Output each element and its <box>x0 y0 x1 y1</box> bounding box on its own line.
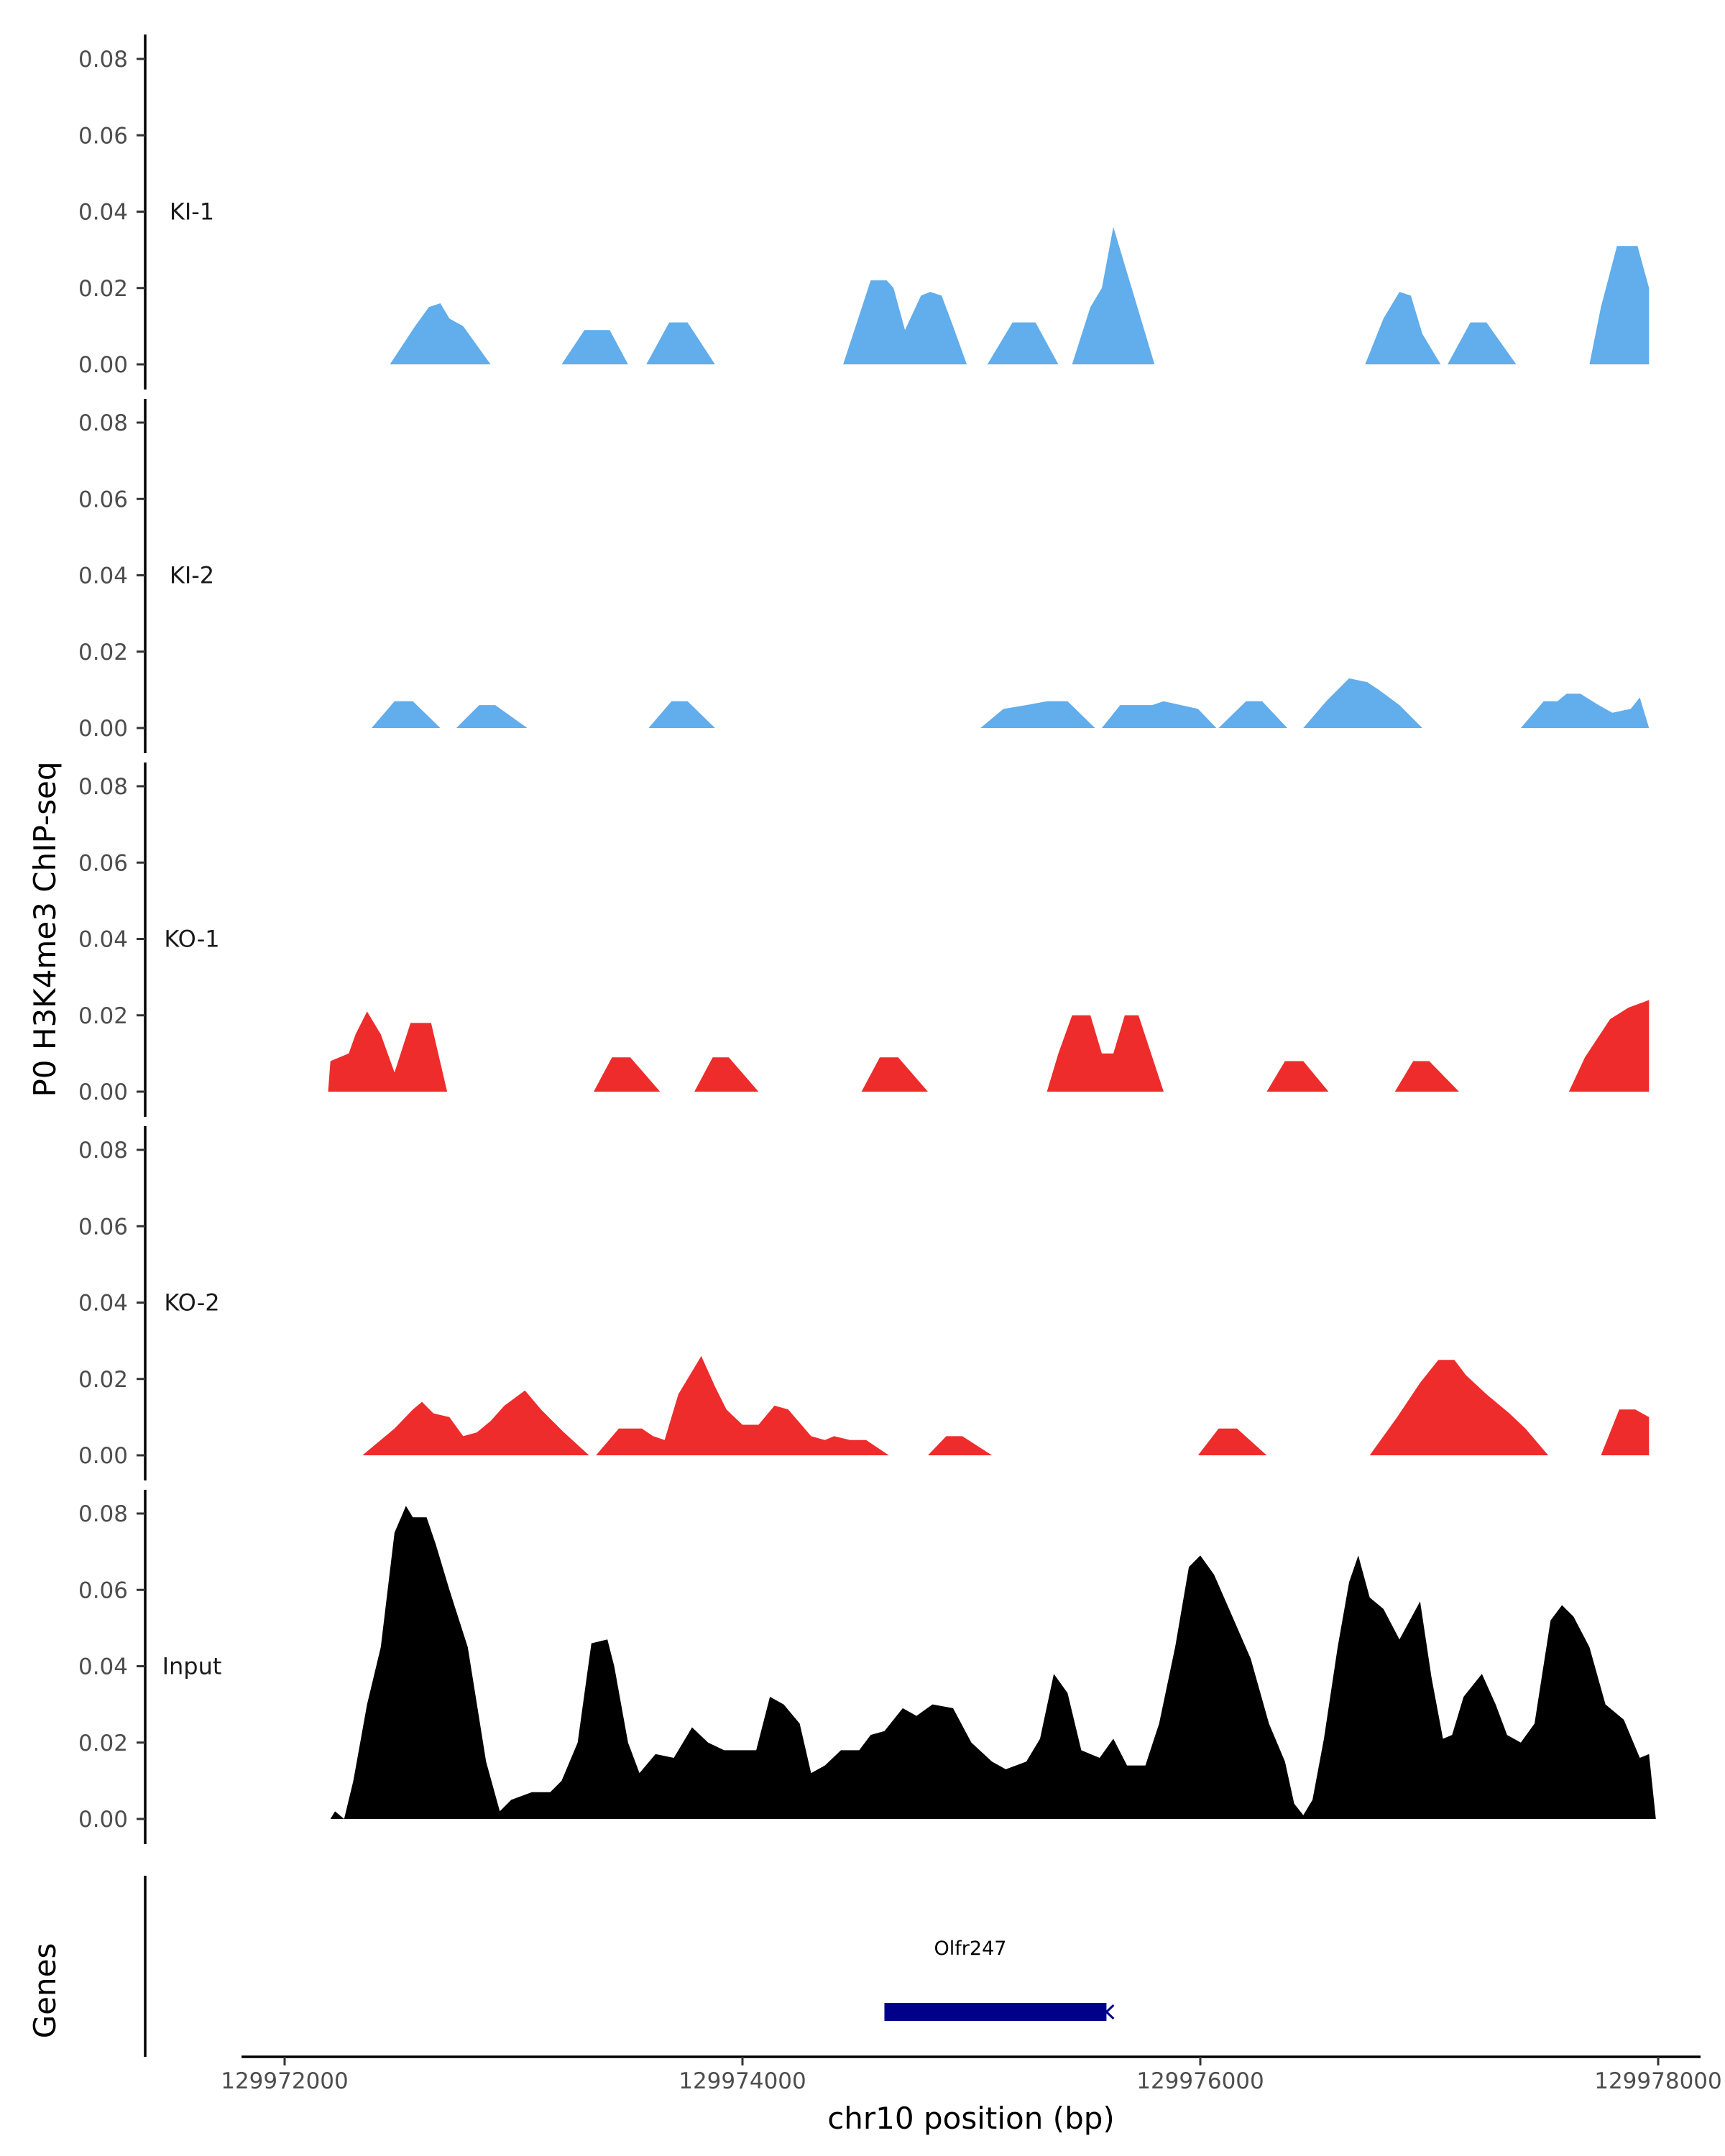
y-tick-label: 0.00 <box>78 352 128 378</box>
y-tick-label: 0.00 <box>78 1079 128 1105</box>
track-ko-1: 0.00 0.02 0.04 0.06 0.08 KO-1 <box>78 763 1650 1117</box>
y-tick-label: 0.00 <box>78 1807 128 1833</box>
y-tick-label: 0.04 <box>78 1291 128 1317</box>
track-label: KI-1 <box>170 198 214 226</box>
coverage-area-ko-1 <box>328 1000 1650 1092</box>
coverage-area-ki-2 <box>372 678 1650 728</box>
y-tick-label: 0.08 <box>78 1138 128 1164</box>
x-tick-label: 129974000 <box>678 2068 806 2094</box>
y-axis-title: P0 H3K4me3 ChIP-seq <box>27 761 63 1097</box>
y-tick-label: 0.06 <box>78 487 128 512</box>
y-tick-label: 0.06 <box>78 850 128 876</box>
x-axis-title: chr10 position (bp) <box>827 2101 1115 2136</box>
y-tick-label: 0.08 <box>78 774 128 800</box>
coverage-area-input <box>330 1506 1656 1819</box>
track-label: Input <box>162 1653 222 1680</box>
y-tick-label: 0.00 <box>78 716 128 742</box>
y-tick-label: 0.06 <box>78 123 128 149</box>
gene-strand-arrows <box>884 2004 1115 2020</box>
y-tick-label: 0.04 <box>78 1654 128 1680</box>
track-ki-1: 0.00 0.02 0.04 0.06 0.08 KI-1 <box>78 34 1650 390</box>
y-tick-label: 0.08 <box>78 47 128 73</box>
y-tick-label: 0.02 <box>78 276 128 302</box>
y-tick-label: 0.02 <box>78 1731 128 1756</box>
genes-panel: Genes Olfr247 <box>27 1876 1115 2057</box>
x-tick-label: 129978000 <box>1594 2068 1722 2094</box>
track-label: KO-1 <box>164 926 219 953</box>
y-tick-label: 0.02 <box>78 1003 128 1029</box>
track-input: 0.00 0.02 0.04 0.06 0.08 Input <box>78 1490 1656 1844</box>
coverage-tracks: 0.00 0.02 0.04 0.06 0.08 KI-1 0.00 0.02 0.04 0.06… <box>78 34 1656 1844</box>
track-ki-2: 0.00 0.02 0.04 0.06 0.08 KI-2 <box>78 399 1650 753</box>
gene-body-olfr247 <box>884 2003 1107 2021</box>
x-tick-label: 129972000 <box>221 2068 349 2094</box>
y-tick-label: 0.04 <box>78 563 128 589</box>
x-axis: chr10 position (bp) 129972000 129974000 12… <box>221 2055 1722 2136</box>
track-label: KO-2 <box>164 1289 219 1317</box>
y-tick-label: 0.04 <box>78 200 128 226</box>
track-label: KI-2 <box>170 562 214 589</box>
y-tick-label: 0.06 <box>78 1577 128 1603</box>
track-ko-2: 0.00 0.02 0.04 0.06 0.08 KO-2 <box>78 1126 1650 1480</box>
genes-axis-title: Genes <box>27 1943 63 2039</box>
coverage-area-ki-1 <box>390 226 1650 364</box>
y-tick-label: 0.04 <box>78 927 128 953</box>
y-tick-label: 0.06 <box>78 1214 128 1240</box>
coverage-area-ko-2 <box>362 1355 1650 1455</box>
gene-label-olfr247: Olfr247 <box>934 1938 1007 1960</box>
y-tick-label: 0.02 <box>78 1367 128 1393</box>
y-tick-label: 0.00 <box>78 1443 128 1469</box>
y-tick-label: 0.08 <box>78 410 128 436</box>
y-tick-label: 0.02 <box>78 640 128 665</box>
x-tick-label: 129976000 <box>1136 2068 1264 2094</box>
y-tick-label: 0.08 <box>78 1501 128 1527</box>
